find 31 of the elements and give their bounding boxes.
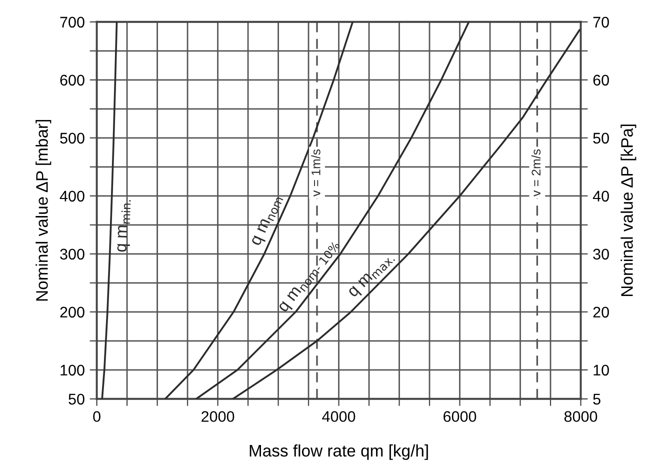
y2-tick-label: 70 bbox=[593, 16, 609, 28]
x-tick-label: 2000 bbox=[202, 411, 234, 422]
line-series bbox=[101, 22, 118, 399]
y2-tick-label: 50 bbox=[593, 132, 609, 144]
y2-tick-label: 40 bbox=[592, 190, 609, 202]
text: q m$_{max.}$ bbox=[348, 252, 396, 300]
y-tick-label: 100 bbox=[60, 364, 84, 376]
x-tick-label: 0 bbox=[93, 411, 100, 422]
y2-tick-label: 30 bbox=[593, 248, 609, 260]
y-tick-label: 500 bbox=[60, 132, 84, 144]
y2-tick-label: 5 bbox=[593, 394, 600, 405]
x-axis-title: Mass flow rate qm [kg/h] bbox=[250, 444, 428, 460]
y-tick-label: 700 bbox=[60, 16, 84, 28]
annotation: v = 1m/s bbox=[311, 149, 320, 196]
y-tick-label: 400 bbox=[60, 190, 84, 202]
text: q m$_{min.}$ bbox=[117, 200, 132, 252]
y-tick-label: 600 bbox=[60, 74, 84, 86]
x-tick-label: 4000 bbox=[322, 411, 356, 422]
y2-tick-label: 10 bbox=[594, 364, 609, 376]
y-axis-title: Nominal value ΔP [mbar] bbox=[36, 120, 52, 301]
x-tick-label: 8000 bbox=[564, 411, 598, 422]
annotation: v = 2m/s bbox=[531, 149, 541, 196]
y-tick-label: 200 bbox=[60, 306, 84, 318]
line-series bbox=[195, 22, 470, 399]
x-tick-label: 6000 bbox=[444, 411, 476, 422]
line-series bbox=[232, 29, 580, 399]
y2-tick-label: 20 bbox=[593, 306, 609, 318]
y2-tick-label: 60 bbox=[593, 74, 609, 86]
y2-axis-title: Nominal value ΔP [kPa] bbox=[620, 124, 636, 296]
y-tick-label: 300 bbox=[60, 248, 84, 260]
y-tick-label: 50 bbox=[68, 394, 84, 405]
